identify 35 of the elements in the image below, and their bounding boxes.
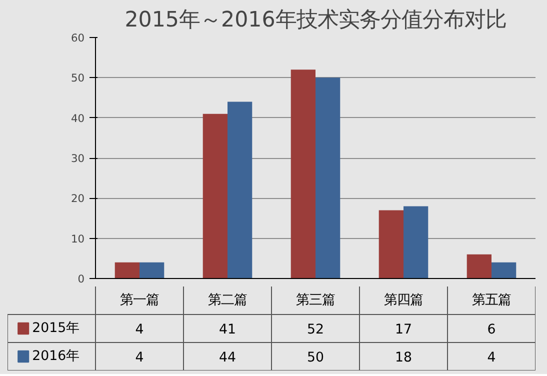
- x-tick-label: 第三篇: [296, 293, 335, 308]
- bar: [492, 262, 516, 278]
- y-tick-label: 30: [70, 152, 85, 165]
- y-tick-label: 50: [70, 72, 85, 85]
- legend-label: 2016年: [32, 349, 80, 364]
- y-tick-label: 20: [70, 192, 85, 206]
- bar: [228, 102, 252, 278]
- bar: [466, 254, 492, 278]
- x-tick-label: 第二篇: [208, 293, 247, 308]
- bar: [404, 206, 428, 278]
- bar: [378, 210, 404, 278]
- bar: [316, 78, 340, 278]
- bar: [140, 262, 164, 278]
- data-label: 4: [135, 322, 144, 338]
- data-label: 50: [307, 350, 324, 366]
- y-tick-label: 60: [70, 32, 85, 44]
- bar: [202, 114, 228, 278]
- legend-label: 2015年: [32, 321, 80, 336]
- data-label: 41: [219, 322, 236, 338]
- x-tick-label: 第四篇: [384, 293, 423, 308]
- x-tick-label: 第五篇: [472, 293, 511, 308]
- data-label: 52: [307, 322, 324, 338]
- data-label: 44: [219, 350, 236, 366]
- bar: [114, 262, 140, 278]
- y-tick-label: 40: [70, 112, 85, 125]
- y-tick-label: 10: [70, 232, 85, 246]
- data-label: 18: [395, 350, 412, 366]
- bar: [290, 70, 316, 278]
- data-label: 17: [395, 322, 412, 338]
- chart-title: 2015年～2016年技术实务分值分布对比: [124, 8, 506, 32]
- data-label: 4: [487, 350, 496, 366]
- data-label: 4: [135, 350, 144, 366]
- y-tick-label: 0: [78, 272, 85, 286]
- data-label: 6: [487, 322, 496, 338]
- x-tick-label: 第一篇: [120, 293, 159, 308]
